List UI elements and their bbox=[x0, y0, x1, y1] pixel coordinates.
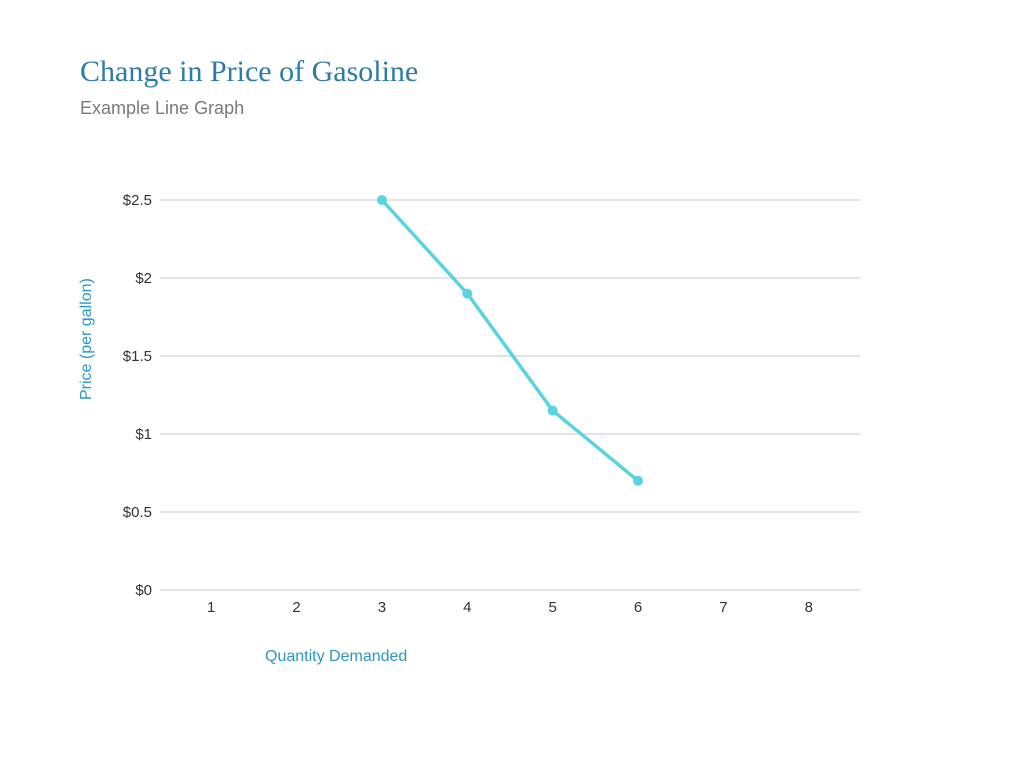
svg-text:3: 3 bbox=[378, 599, 386, 616]
data-line bbox=[382, 200, 638, 481]
chart-subtitle: Example Line Graph bbox=[80, 98, 244, 119]
svg-text:$0: $0 bbox=[135, 582, 152, 599]
svg-text:4: 4 bbox=[463, 599, 471, 616]
x-axis-label: Quantity Demanded bbox=[265, 648, 407, 666]
y-tick-labels: $0 $0.5 $1 $1.5 $2 $2.5 bbox=[123, 192, 152, 599]
svg-text:$2: $2 bbox=[135, 270, 152, 287]
svg-text:$2.5: $2.5 bbox=[123, 192, 152, 209]
gridlines bbox=[160, 200, 860, 590]
x-tick-labels: 1 2 3 4 5 6 7 8 bbox=[207, 599, 813, 616]
svg-text:7: 7 bbox=[719, 599, 727, 616]
y-axis-label: Price (per gallon) bbox=[78, 278, 96, 400]
line-chart: $0 $0.5 $1 $1.5 $2 $2.5 1 2 3 4 5 6 7 8 bbox=[100, 170, 870, 630]
svg-text:2: 2 bbox=[292, 599, 300, 616]
svg-text:6: 6 bbox=[634, 599, 642, 616]
svg-text:1: 1 bbox=[207, 599, 215, 616]
chart-title: Change in Price of Gasoline bbox=[80, 55, 418, 89]
svg-text:$1.5: $1.5 bbox=[123, 348, 152, 365]
svg-text:5: 5 bbox=[549, 599, 557, 616]
svg-text:8: 8 bbox=[805, 599, 813, 616]
svg-text:$0.5: $0.5 bbox=[123, 504, 152, 521]
svg-text:$1: $1 bbox=[135, 426, 152, 443]
